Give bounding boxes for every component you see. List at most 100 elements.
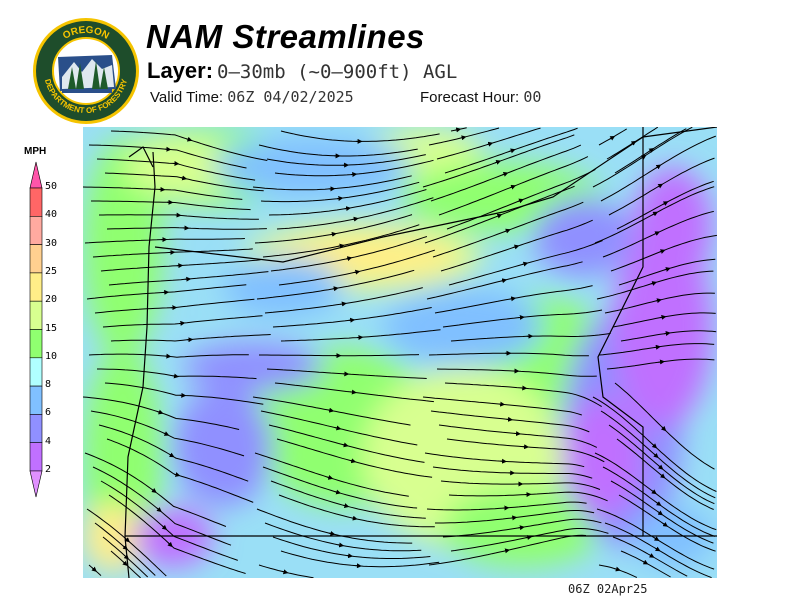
wind-speed-area — [183, 342, 323, 392]
wind-speed-area — [213, 137, 413, 197]
streamline-arrow — [340, 301, 347, 307]
layer-value: 0–30mb (~0–900ft) AGL — [217, 61, 458, 83]
streamline-arrow — [657, 464, 664, 470]
forecast-hour: Forecast Hour: 00 — [420, 88, 541, 106]
streamline-arrow — [353, 269, 361, 275]
legend-swatch — [29, 300, 43, 330]
color-legend: MPH 50 40 30 25 20 15 10 8 6 4 2 — [18, 140, 78, 500]
streamline-arrow — [494, 160, 502, 165]
valid-time-value: 06Z 04/02/2025 — [227, 88, 354, 106]
wind-speed-area — [223, 257, 343, 317]
streamline-arrow — [163, 431, 170, 436]
legend-swatch — [29, 329, 43, 359]
streamline-arrow — [342, 442, 349, 448]
streamline-arrow — [652, 211, 659, 217]
streamline-arrow — [342, 503, 350, 509]
layer-info: Layer: 0–30mb (~0–900ft) AGL — [147, 58, 457, 84]
legend-swatch — [29, 385, 43, 415]
wind-speed-area — [133, 507, 213, 567]
layer-label: Layer: — [147, 58, 214, 83]
streamline-arrow — [658, 359, 665, 365]
streamline-arrow — [454, 127, 462, 133]
legend-tick-label: 4 — [45, 435, 52, 447]
legend-tick-label: 20 — [45, 294, 58, 306]
streamline-arrow — [173, 472, 181, 477]
streamline-arrow — [655, 298, 662, 304]
streamline-arrow — [657, 183, 664, 189]
streamline-arrow — [167, 541, 173, 548]
streamline-arrow — [653, 231, 661, 236]
streamline-arrow — [651, 443, 658, 449]
streamline-arrow — [640, 154, 647, 160]
streamline-map[interactable] — [83, 127, 717, 578]
streamline-arrow — [500, 278, 508, 284]
legend-tick-label: 10 — [45, 350, 58, 362]
streamline-arrow — [332, 286, 339, 292]
legend-tick-label: 30 — [45, 237, 58, 249]
legend-swatch — [29, 357, 43, 387]
streamline-arrow — [122, 544, 128, 550]
streamline-arrow — [335, 425, 342, 431]
streamline-arrow — [657, 510, 664, 516]
streamline-arrow — [502, 172, 509, 177]
streamline-arrow — [172, 373, 179, 379]
streamline-arrow — [351, 515, 358, 521]
streamline-arrow — [460, 135, 467, 141]
streamline-arrow — [178, 320, 186, 326]
streamline-arrow — [648, 553, 655, 558]
streamline-arrow — [660, 425, 667, 432]
streamline-arrow — [496, 213, 503, 219]
legend-swatch — [29, 272, 43, 302]
streamline-arrow — [151, 488, 157, 493]
streamline-arrow — [642, 559, 649, 565]
streamline-arrow — [651, 489, 657, 495]
streamline-arrow — [180, 175, 188, 181]
streamline-arrow — [525, 535, 533, 540]
streamline-arrow — [513, 244, 520, 250]
streamline-arrow — [659, 249, 666, 254]
legend-unit: MPH — [24, 146, 47, 157]
streamline-arrow — [186, 136, 193, 142]
streamline-arrow — [664, 267, 671, 272]
streamline-arrow — [510, 515, 518, 521]
streamline-arrow — [157, 409, 164, 415]
legend-swatch — [29, 414, 43, 443]
legend-tick-label: 50 — [45, 181, 58, 192]
page-title: NAM Streamlines — [146, 18, 425, 55]
legend-colorbar — [29, 161, 43, 498]
streamline-arrow — [664, 331, 671, 336]
streamline-arrow — [337, 542, 345, 548]
streamline-arrow — [486, 141, 494, 147]
streamline-arrow — [161, 524, 168, 531]
streamline-arrow — [659, 473, 666, 479]
legend-tick-label: 2 — [45, 464, 52, 475]
streamline-arrow — [517, 198, 524, 204]
legend-tick-label: 8 — [45, 379, 52, 391]
streamline-arrow — [503, 548, 511, 554]
legend-tick-label: 40 — [45, 209, 58, 221]
streamline-arrow — [655, 164, 662, 170]
streamline-arrow — [656, 501, 662, 507]
streamline-arrow — [648, 148, 655, 153]
legend-tick-label: 25 — [45, 265, 58, 277]
legend-swatch — [29, 244, 43, 274]
streamline-arrow — [650, 281, 658, 286]
streamline-arrow — [338, 243, 345, 249]
streamline-arrow — [91, 566, 97, 572]
streamline-arrow — [326, 475, 334, 480]
streamline-arrow — [336, 196, 344, 201]
state-borders — [124, 127, 717, 578]
legend-swatch — [29, 187, 43, 217]
forecast-hour-label: Forecast Hour: — [420, 89, 520, 106]
svg-text:OREGON: OREGON — [61, 25, 111, 42]
streamline-arrow — [660, 314, 667, 320]
streamline-arrow — [156, 506, 162, 513]
streamline-arrow — [662, 201, 669, 206]
streamline-arrow — [345, 256, 353, 262]
streamline-arrow — [504, 228, 511, 234]
wind-speed-area — [383, 287, 543, 367]
valid-time: Valid Time: 06Z 04/02/2025 — [150, 88, 354, 106]
streamline-arrow — [653, 536, 660, 542]
streamline-arrow — [609, 135, 616, 141]
valid-time-label: Valid Time: — [150, 89, 224, 106]
